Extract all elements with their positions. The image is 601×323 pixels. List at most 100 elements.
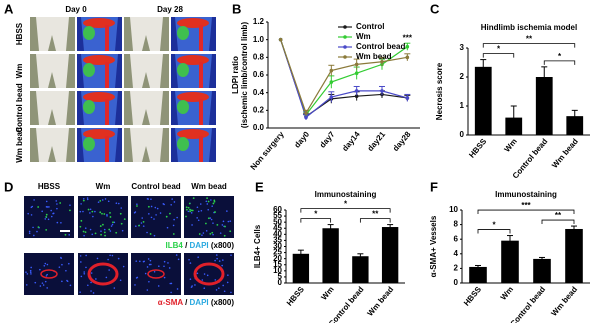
stain bbox=[138, 224, 141, 227]
stain bbox=[45, 213, 48, 216]
point bbox=[304, 111, 308, 115]
nucleus bbox=[117, 257, 120, 260]
y-tick-label: 0 bbox=[278, 278, 283, 287]
nucleus bbox=[158, 265, 160, 268]
nucleus bbox=[85, 266, 87, 269]
nucleus bbox=[175, 254, 178, 256]
nucleus bbox=[210, 218, 213, 221]
significance-bracket bbox=[477, 209, 575, 215]
stain bbox=[45, 228, 48, 231]
nucleus bbox=[111, 254, 114, 257]
stain bbox=[94, 232, 97, 235]
bar bbox=[322, 228, 339, 283]
nucleus bbox=[170, 291, 172, 294]
bar bbox=[469, 266, 487, 283]
legend-label: Control bead bbox=[356, 42, 405, 51]
nucleus bbox=[44, 218, 47, 220]
nucleus bbox=[163, 260, 166, 263]
stain bbox=[120, 222, 123, 225]
significance-label: ** bbox=[526, 35, 533, 44]
nucleus bbox=[90, 290, 92, 292]
annotation: *** bbox=[403, 33, 413, 42]
nucleus bbox=[197, 219, 200, 222]
stain bbox=[123, 218, 126, 220]
nucleus bbox=[214, 279, 217, 281]
nucleus bbox=[55, 200, 58, 202]
nucleus bbox=[218, 260, 221, 262]
micrograph bbox=[131, 253, 181, 295]
stain bbox=[216, 223, 219, 226]
doppler-warm bbox=[83, 63, 95, 77]
point bbox=[329, 95, 334, 99]
doppler-vessel bbox=[105, 136, 109, 162]
stain bbox=[165, 215, 168, 218]
doppler-warm bbox=[83, 137, 95, 151]
y-tick-label: 30 bbox=[273, 242, 282, 251]
nucleus bbox=[48, 206, 50, 208]
nucleus bbox=[50, 209, 52, 212]
stain bbox=[100, 233, 102, 236]
x-tick-label: day0 bbox=[293, 129, 312, 149]
y-axis-label: α-SMA+ Vessels bbox=[429, 215, 438, 277]
stain bbox=[82, 230, 85, 233]
micrograph bbox=[78, 196, 128, 238]
nucleus bbox=[173, 218, 175, 221]
nucleus bbox=[90, 281, 92, 284]
nucleus bbox=[148, 213, 150, 215]
doppler-warm bbox=[177, 26, 189, 40]
nucleus bbox=[190, 212, 193, 214]
point bbox=[329, 80, 334, 84]
nucleus bbox=[221, 264, 223, 267]
stain bbox=[207, 200, 210, 203]
column-header: Day 0 bbox=[65, 5, 87, 14]
stain bbox=[185, 208, 188, 211]
nucleus bbox=[212, 233, 214, 236]
nucleus bbox=[82, 197, 85, 200]
nucleus bbox=[44, 262, 47, 265]
bar bbox=[533, 258, 551, 283]
nucleus bbox=[201, 279, 204, 281]
nucleus bbox=[177, 258, 180, 261]
nucleus bbox=[85, 254, 87, 257]
stain bbox=[212, 202, 215, 205]
significance-bracket bbox=[543, 60, 576, 65]
nucleus bbox=[219, 232, 222, 234]
point bbox=[405, 44, 410, 49]
nucleus bbox=[25, 271, 27, 273]
stain bbox=[84, 231, 87, 234]
stain bbox=[224, 225, 226, 228]
nucleus bbox=[144, 272, 147, 275]
stain bbox=[188, 202, 191, 205]
nucleus bbox=[79, 291, 81, 293]
stain bbox=[223, 234, 226, 237]
nucleus bbox=[187, 210, 190, 213]
nucleus bbox=[92, 292, 95, 294]
nucleus bbox=[139, 260, 141, 263]
nucleus bbox=[79, 255, 82, 257]
stain-label: α-SMA bbox=[158, 298, 184, 307]
stain bbox=[192, 197, 195, 200]
nucleus bbox=[94, 210, 96, 213]
point bbox=[354, 94, 359, 98]
y-tick-label: 1 bbox=[460, 101, 465, 110]
nucleus bbox=[163, 203, 165, 206]
stain bbox=[45, 215, 48, 218]
nucleus bbox=[222, 220, 225, 223]
nucleus bbox=[103, 228, 106, 231]
doppler-vessel bbox=[199, 25, 203, 51]
nucleus bbox=[153, 270, 156, 273]
nucleus bbox=[188, 258, 190, 261]
x-tick-label: HBSS bbox=[462, 284, 484, 307]
nucleus bbox=[69, 284, 72, 287]
panel-letter: D bbox=[4, 179, 13, 194]
nucleus bbox=[170, 282, 173, 285]
stain-legend: ILB4 / DAPI (x800) bbox=[166, 241, 235, 250]
stain bbox=[87, 262, 119, 286]
doppler-warm bbox=[83, 100, 95, 114]
nucleus bbox=[30, 266, 32, 269]
nucleus bbox=[113, 221, 116, 224]
micrograph bbox=[24, 253, 74, 295]
stain bbox=[189, 210, 192, 213]
nucleus bbox=[39, 285, 42, 287]
nucleus bbox=[197, 256, 199, 258]
